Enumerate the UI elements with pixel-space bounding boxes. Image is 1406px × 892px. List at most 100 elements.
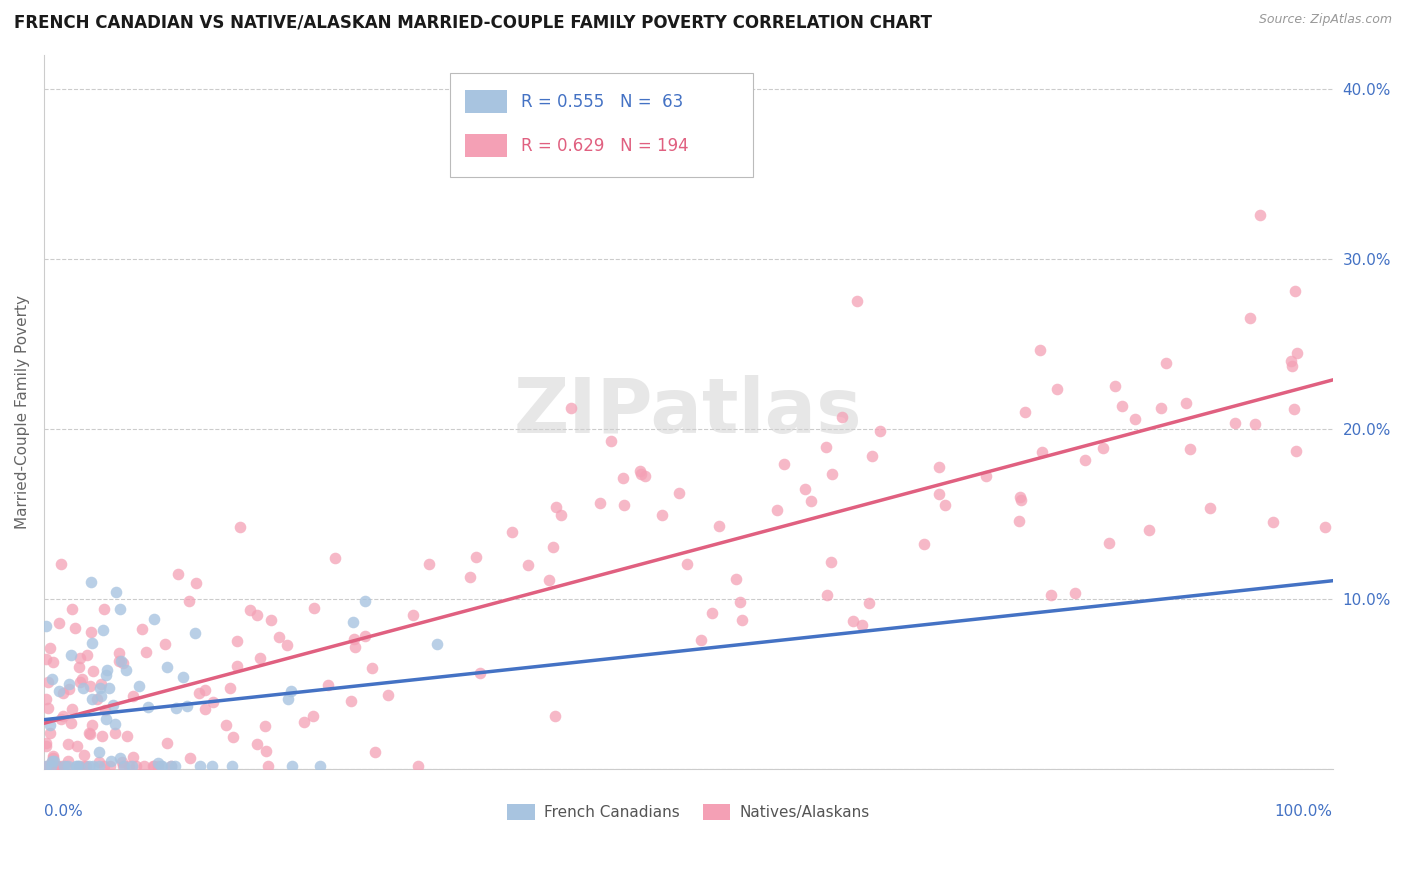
Point [122, 689, 145, 703]
Point [766, 503, 789, 517]
Point [76, 648, 98, 663]
Point [73, 747, 96, 762]
Point [246, 737, 269, 751]
Point [651, 508, 673, 522]
Point [550, 508, 572, 522]
Point [860, 450, 883, 464]
Point [851, 617, 873, 632]
Text: ZIPatlas: ZIPatlas [515, 376, 863, 450]
Point [1029, 343, 1052, 358]
Point [51, 557, 73, 571]
Text: R = 0.629   N = 194: R = 0.629 N = 194 [520, 136, 689, 155]
Point [1010, 492, 1032, 507]
Point [815, 440, 838, 454]
Point [1031, 445, 1053, 459]
Point [97, 681, 120, 695]
Point [167, 566, 190, 581]
Point [67, 660, 90, 674]
Point [112, 657, 135, 671]
Point [58, 677, 80, 691]
Point [1063, 586, 1085, 600]
Point [188, 759, 211, 773]
Point [1243, 417, 1265, 432]
Point [103, 698, 125, 713]
Point [215, 718, 238, 732]
Point [77, 759, 100, 773]
Point [1104, 379, 1126, 393]
Point [1014, 405, 1036, 419]
Point [39, 640, 62, 655]
Point [80, 624, 103, 639]
Point [82, 664, 104, 678]
Point [42, 754, 65, 768]
Point [93, 624, 115, 638]
Point [69, 651, 91, 665]
Point [815, 588, 838, 602]
Point [67, 759, 90, 773]
Point [111, 756, 134, 770]
Point [628, 464, 651, 478]
Point [58, 681, 80, 696]
Point [406, 759, 429, 773]
Point [52, 708, 75, 723]
Point [80, 692, 103, 706]
Point [194, 682, 217, 697]
Point [675, 557, 697, 571]
Point [869, 424, 891, 438]
Point [63, 621, 86, 635]
Point [93, 759, 115, 773]
Text: 0.0%: 0.0% [44, 804, 83, 819]
Legend: French Canadians, Natives/Alaskans: French Canadians, Natives/Alaskans [501, 797, 876, 826]
Point [90, 689, 112, 703]
Point [110, 601, 132, 615]
Point [56, 754, 79, 768]
Point [104, 716, 127, 731]
Point [60, 602, 83, 616]
Point [172, 670, 194, 684]
Point [253, 719, 276, 733]
Point [48, 615, 70, 630]
Point [52, 686, 75, 700]
Point [136, 699, 159, 714]
Point [458, 570, 481, 584]
Point [165, 700, 187, 714]
Point [89, 681, 111, 696]
Point [155, 637, 177, 651]
Point [1281, 359, 1303, 373]
Point [516, 558, 538, 572]
Point [35, 739, 58, 753]
Point [794, 482, 817, 496]
Point [1315, 520, 1337, 534]
Point [1279, 353, 1302, 368]
Point [464, 550, 486, 565]
Point [188, 686, 211, 700]
Point [1285, 444, 1308, 458]
Point [156, 659, 179, 673]
Point [1137, 523, 1160, 537]
Point [239, 603, 262, 617]
Point [131, 622, 153, 636]
Point [267, 631, 290, 645]
Point [37, 701, 59, 715]
Point [1091, 441, 1114, 455]
Point [201, 759, 224, 773]
Point [142, 759, 165, 773]
Point [66, 739, 89, 754]
Point [363, 745, 385, 759]
Point [128, 679, 150, 693]
Point [94, 668, 117, 682]
Point [257, 759, 280, 773]
Point [42, 656, 65, 670]
Point [974, 469, 997, 483]
Point [354, 629, 377, 643]
Point [90, 677, 112, 691]
Point [143, 759, 166, 773]
Point [35, 618, 58, 632]
Point [104, 585, 127, 599]
Point [934, 498, 956, 512]
Point [94, 703, 117, 717]
Point [292, 715, 315, 730]
Point [108, 751, 131, 765]
Point [65, 759, 87, 773]
Point [125, 759, 148, 773]
